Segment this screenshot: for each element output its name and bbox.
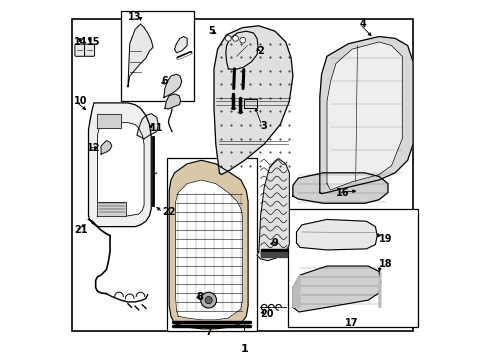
Polygon shape — [163, 74, 182, 98]
Polygon shape — [164, 94, 180, 109]
Text: 14: 14 — [74, 37, 87, 47]
FancyBboxPatch shape — [84, 44, 94, 56]
Polygon shape — [296, 220, 376, 250]
Bar — [121, 12, 194, 101]
Polygon shape — [326, 42, 402, 190]
Bar — [244, 99, 257, 108]
Text: 8: 8 — [196, 292, 203, 302]
Polygon shape — [128, 24, 153, 87]
Text: 18: 18 — [378, 259, 392, 269]
Text: 21: 21 — [74, 225, 87, 235]
Text: 2: 2 — [257, 46, 263, 56]
Bar — [287, 209, 418, 327]
Polygon shape — [88, 103, 151, 226]
Text: 13: 13 — [128, 12, 142, 22]
Circle shape — [225, 36, 231, 41]
Polygon shape — [97, 202, 126, 216]
Polygon shape — [101, 140, 112, 154]
Polygon shape — [97, 123, 144, 216]
Bar — [72, 19, 412, 330]
Circle shape — [201, 292, 216, 308]
Text: 5: 5 — [208, 26, 215, 36]
Circle shape — [204, 297, 212, 304]
Polygon shape — [214, 26, 292, 175]
Polygon shape — [292, 266, 380, 312]
Polygon shape — [261, 249, 286, 252]
Text: 20: 20 — [260, 310, 274, 319]
Polygon shape — [292, 275, 300, 307]
Text: 19: 19 — [378, 234, 392, 244]
Text: 3: 3 — [260, 121, 267, 131]
FancyBboxPatch shape — [75, 44, 85, 56]
Polygon shape — [292, 173, 387, 203]
Polygon shape — [257, 158, 289, 261]
Polygon shape — [319, 37, 412, 194]
Polygon shape — [97, 114, 121, 128]
Polygon shape — [261, 254, 286, 257]
Text: 9: 9 — [271, 238, 278, 248]
Polygon shape — [225, 31, 258, 69]
Bar — [167, 158, 257, 330]
Text: 17: 17 — [345, 319, 358, 328]
Text: 1: 1 — [240, 343, 248, 354]
Text: 4: 4 — [359, 19, 365, 29]
Polygon shape — [174, 37, 187, 53]
Polygon shape — [175, 180, 242, 320]
Text: 12: 12 — [86, 143, 100, 153]
Text: 7: 7 — [205, 327, 212, 337]
Polygon shape — [169, 160, 247, 329]
Text: 22: 22 — [162, 207, 175, 217]
Text: 16: 16 — [335, 188, 349, 198]
Text: 15: 15 — [86, 37, 100, 47]
Text: 6: 6 — [161, 76, 168, 86]
Circle shape — [232, 36, 238, 41]
Polygon shape — [137, 114, 158, 139]
Text: 10: 10 — [74, 96, 87, 106]
Circle shape — [239, 37, 245, 43]
Polygon shape — [261, 252, 286, 255]
Polygon shape — [378, 271, 380, 307]
Text: 11: 11 — [149, 123, 163, 133]
